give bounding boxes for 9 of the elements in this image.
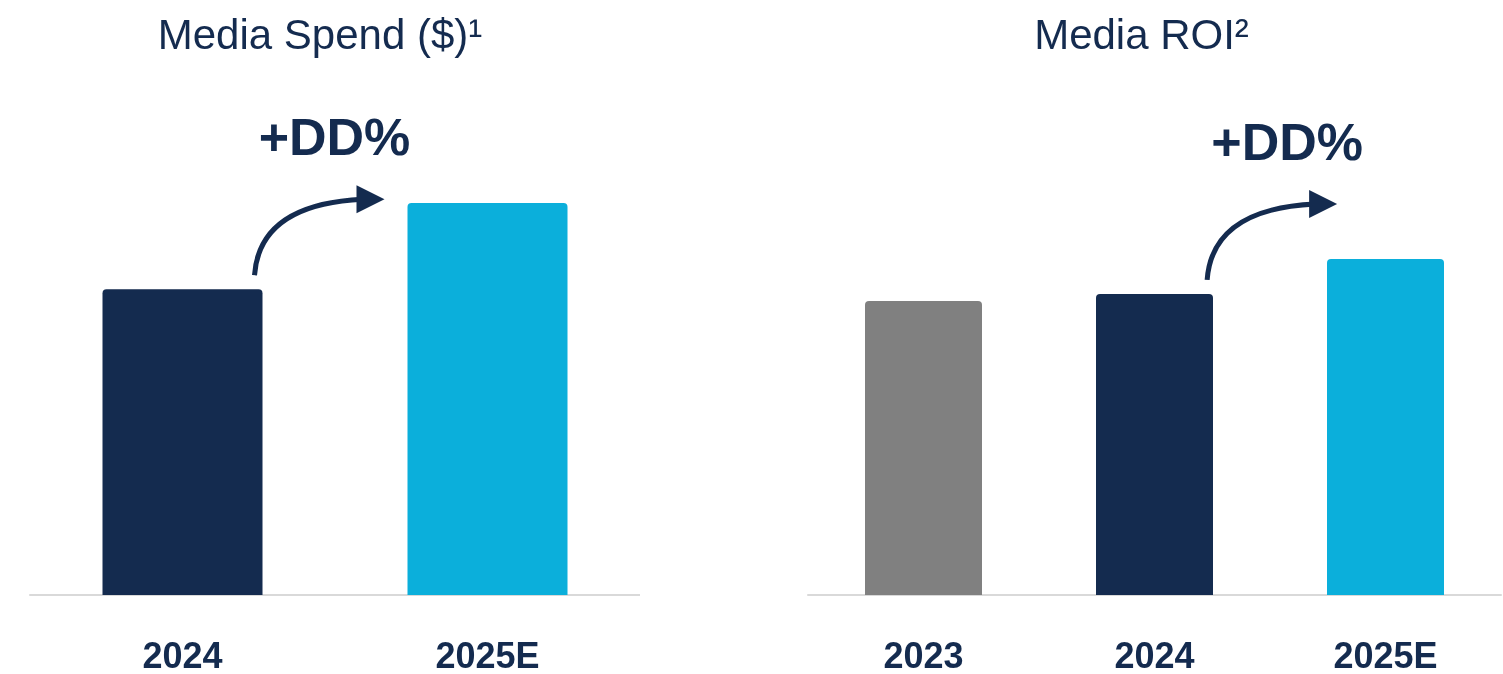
- text: +DD%: [1211, 111, 1363, 172]
- chart-title: Media ROI²: [1034, 10, 1249, 58]
- x-tick-label: 2025E: [1333, 634, 1438, 674]
- x-tick-label: 2024: [142, 634, 223, 674]
- x-tick-label: 2025E: [435, 634, 540, 674]
- chart-title: Media Spend ($)¹: [157, 10, 483, 58]
- x-tick-label: 2024: [1114, 634, 1195, 674]
- text: +DD%: [258, 107, 411, 168]
- x-tick-label: 2023: [883, 634, 964, 674]
